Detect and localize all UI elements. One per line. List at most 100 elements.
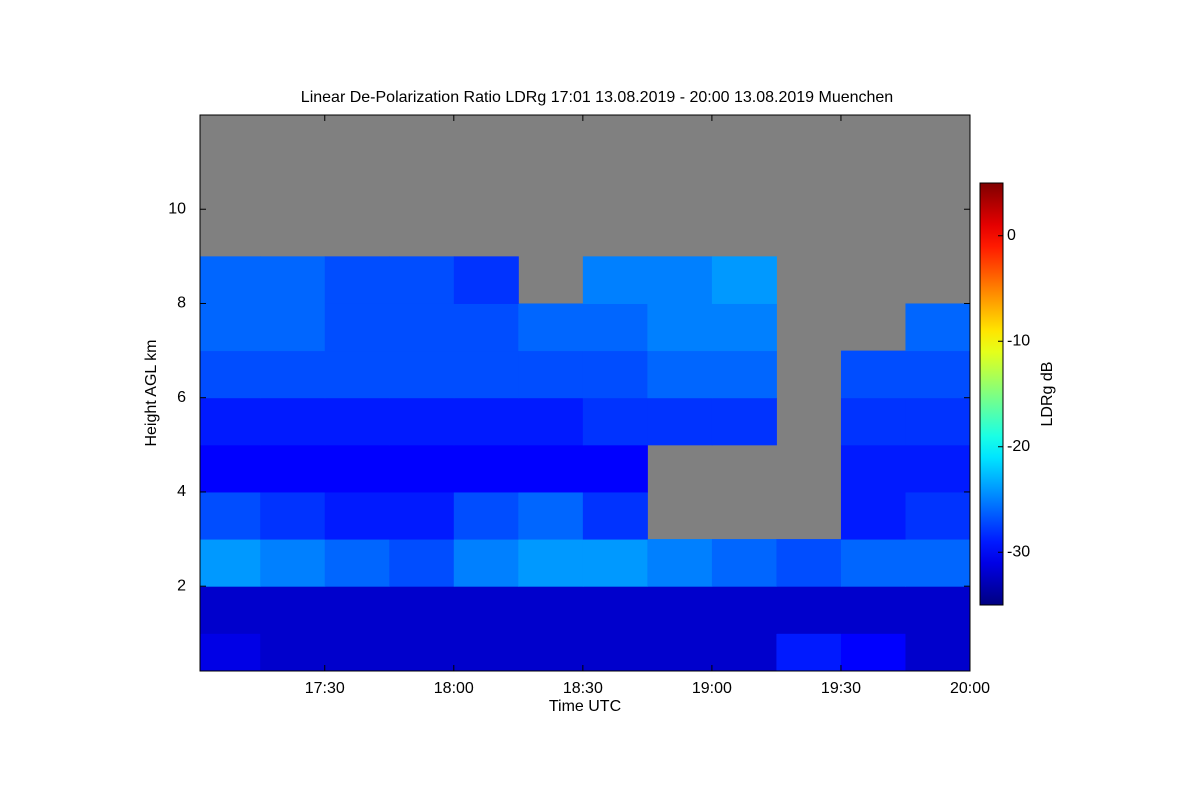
y-tick-label: 2 [177,577,186,594]
x-axis-label: Time UTC [549,698,621,715]
heatmap-cell [260,444,326,493]
heatmap-cell [324,586,390,634]
heatmap-cell [389,350,455,399]
heatmap-cell [905,350,971,399]
heatmap-cell [518,397,584,446]
heatmap-cell [582,539,648,587]
heatmap-cell [453,444,519,493]
heatmap-cell [840,586,906,634]
heatmap-cell [582,586,648,634]
heatmap-cell [582,444,648,493]
colorbar-tick-label: -30 [1007,543,1030,560]
heatmap-cell [324,633,390,672]
heatmap-cell [905,397,971,446]
x-tick-label: 18:00 [434,680,474,697]
heatmap-cell [453,303,519,352]
y-axis-label: Height AGL km [143,339,160,446]
heatmap-cell [905,539,971,587]
y-tick-label: 4 [177,483,186,500]
heatmap-cell [324,397,390,446]
heatmap-cell [389,491,455,540]
y-tick-label: 8 [177,295,186,312]
heatmap-cell [776,539,842,587]
heatmap-cell [647,303,713,352]
heatmap-cell [260,303,326,352]
heatmap-cell [518,350,584,399]
heatmap-cell [389,539,455,587]
heatmap-cell [200,633,261,672]
heatmap-cell [389,444,455,493]
heatmap-cell [518,491,584,540]
heatmap-cell [905,586,971,634]
heatmap-cell [453,397,519,446]
heatmap-cell [647,397,713,446]
heatmap-cell [905,633,971,672]
heatmap-cell [518,586,584,634]
colorbar-tick-label: -10 [1007,332,1030,349]
colorbar-tick-label: -20 [1007,438,1030,455]
heatmap-cell [324,539,390,587]
heatmap-cell [324,491,390,540]
chart-title: Linear De-Polarization Ratio LDRg 17:01 … [301,89,893,106]
plot-frame [199,114,971,672]
heatmap-cell [647,539,713,587]
heatmap-cell [453,633,519,672]
heatmap-cell [453,539,519,587]
heatmap-cell [260,633,326,672]
heatmap-cell [647,586,713,634]
heatmap-cell [647,350,713,399]
heatmap-cell [582,256,648,304]
heatmap-cell [840,444,906,493]
heatmap-cell [260,397,326,446]
heatmap-cell [453,491,519,540]
x-tick-label: 17:30 [305,680,345,697]
heatmap-cell [905,491,971,540]
colorbar-tick-label: 0 [1007,227,1016,244]
heatmap-cell [389,397,455,446]
heatmap-cell [840,350,906,399]
heatmap-cell [711,303,777,352]
heatmap-cell [905,444,971,493]
heatmap-cell [582,491,648,540]
x-tick-label: 20:00 [950,680,990,697]
heatmap-cell [200,256,261,304]
heatmap-cell [582,633,648,672]
heatmap-cell [200,303,261,352]
heatmap-cell [711,350,777,399]
heatmap-cell [200,491,261,540]
heatmap-cell [582,350,648,399]
heatmap-cell [776,586,842,634]
heatmap-cell [453,586,519,634]
heatmap-cell [905,303,971,352]
heatmap-cell [582,303,648,352]
heatmap-cell [711,539,777,587]
heatmap-cell [453,256,519,304]
heatmap-cell [840,633,906,672]
x-tick-label: 19:00 [692,680,732,697]
heatmap-cell [324,256,390,304]
heatmap-cell [518,539,584,587]
heatmap-cell [582,397,648,446]
colorbar-label: LDRg dB [1039,362,1056,427]
heatmap-cell [711,256,777,304]
heatmap-cell [324,350,390,399]
heatmap-cell [200,350,261,399]
heatmap-cell [389,303,455,352]
heatmap-cell [200,444,261,493]
heatmap-cell [840,539,906,587]
y-tick-label: 6 [177,389,186,406]
heatmap-cell [324,303,390,352]
colorbar [979,182,1004,606]
heatmap-cell [200,539,261,587]
heatmap-cell [324,444,390,493]
heatmap-cell [260,491,326,540]
heatmap-cell [840,397,906,446]
heatmap-cell [518,633,584,672]
heatmap-cell [776,633,842,672]
x-tick-label: 18:30 [563,680,603,697]
heatmap-cell [260,350,326,399]
heatmap-cell [260,256,326,304]
heatmap-cell [260,539,326,587]
heatmap-cell [453,350,519,399]
heatmap-cell [518,303,584,352]
